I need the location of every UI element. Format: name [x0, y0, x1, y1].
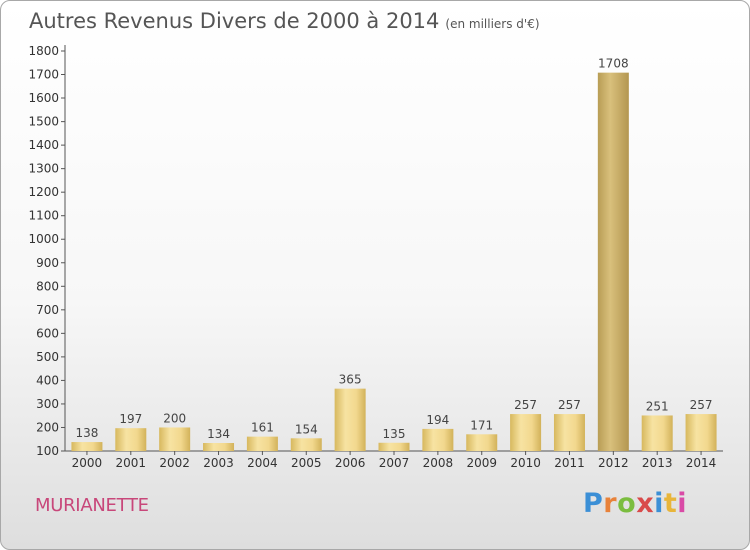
y-tick-label: 100	[36, 444, 59, 458]
bar	[378, 442, 410, 451]
bar	[159, 427, 191, 451]
logo-letter: i	[654, 488, 664, 519]
data-label: 257	[558, 398, 581, 412]
logo-letter: t	[663, 488, 678, 519]
y-tick-label: 700	[36, 303, 59, 317]
y-tick-label: 1400	[28, 138, 59, 152]
data-label: 257	[514, 398, 537, 412]
y-tick-label: 200	[36, 420, 59, 434]
bar	[510, 414, 542, 451]
x-tick-label: 2008	[423, 456, 454, 470]
x-tick-label: 2014	[686, 456, 717, 470]
bar	[290, 438, 322, 451]
chart-subtitle: (en milliers d'€)	[445, 17, 540, 31]
y-tick-label: 1200	[28, 185, 59, 199]
y-tick-label: 800	[36, 279, 59, 293]
bar	[203, 443, 235, 451]
bar	[641, 415, 673, 451]
data-label: 134	[207, 427, 230, 441]
data-label: 200	[163, 411, 186, 425]
y-tick-label: 1700	[28, 68, 59, 82]
data-label: 257	[690, 398, 713, 412]
proxiti-logo: Proxiti	[583, 488, 687, 519]
y-tick-label: 500	[36, 350, 59, 364]
logo-letter: o	[617, 488, 637, 519]
bar	[466, 434, 498, 451]
x-tick-label: 2006	[335, 456, 366, 470]
data-label: 135	[383, 427, 406, 441]
logo-letter: P	[583, 488, 604, 519]
data-label: 365	[339, 373, 362, 387]
data-label: 197	[119, 412, 142, 426]
y-tick-label: 1600	[28, 91, 59, 105]
data-label: 171	[470, 418, 493, 432]
x-tick-label: 2011	[554, 456, 585, 470]
y-tick-label: 1800	[28, 44, 59, 58]
data-label: 138	[75, 426, 98, 440]
x-tick-label: 2012	[598, 456, 629, 470]
data-label: 161	[251, 421, 274, 435]
y-tick-label: 1100	[28, 209, 59, 223]
x-tick-label: 2003	[203, 456, 234, 470]
data-label: 251	[646, 399, 669, 413]
y-tick-label: 900	[36, 256, 59, 270]
bar	[334, 388, 366, 451]
x-tick-label: 2005	[291, 456, 322, 470]
bar	[115, 428, 147, 451]
bar	[422, 428, 454, 451]
x-tick-label: 2000	[72, 456, 103, 470]
x-tick-label: 2013	[642, 456, 673, 470]
y-tick-label: 1000	[28, 232, 59, 246]
x-tick-label: 2001	[116, 456, 147, 470]
commune-name: MURIANETTE	[35, 495, 149, 516]
bar	[597, 72, 629, 451]
data-label: 1708	[598, 57, 629, 71]
logo-letter: x	[636, 488, 655, 519]
x-tick-label: 2010	[510, 456, 541, 470]
bar	[553, 414, 585, 451]
data-label: 154	[295, 422, 318, 436]
y-tick-label: 300	[36, 397, 59, 411]
logo-letter: r	[603, 488, 618, 519]
chart-title-text: Autres Revenus Divers de 2000 à 2014	[29, 9, 440, 33]
bar	[685, 414, 717, 451]
bar	[246, 436, 278, 451]
y-tick-label: 400	[36, 373, 59, 387]
y-tick-label: 1300	[28, 162, 59, 176]
data-label: 194	[426, 413, 449, 427]
bar	[71, 442, 103, 451]
x-tick-label: 2007	[379, 456, 410, 470]
y-tick-label: 600	[36, 326, 59, 340]
logo-letter: i	[677, 488, 688, 519]
chart-title: Autres Revenus Divers de 2000 à 2014 (en …	[29, 9, 540, 33]
x-tick-label: 2009	[466, 456, 497, 470]
y-tick-label: 1500	[28, 115, 59, 129]
x-tick-label: 2002	[159, 456, 190, 470]
x-tick-label: 2004	[247, 456, 278, 470]
